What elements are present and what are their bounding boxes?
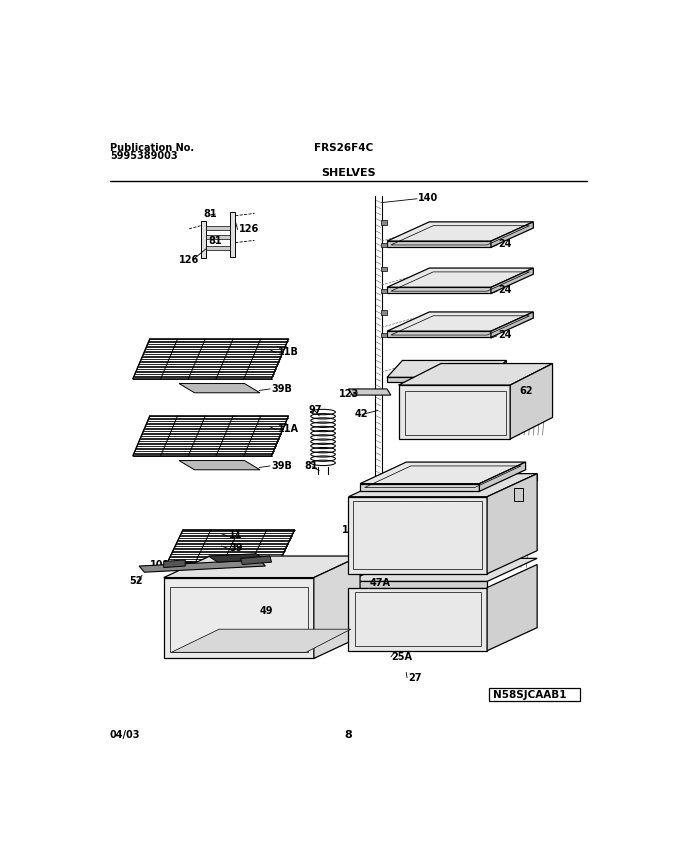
Polygon shape (479, 462, 526, 492)
Polygon shape (491, 222, 533, 247)
Polygon shape (491, 361, 507, 382)
Text: 62: 62 (520, 387, 533, 396)
Polygon shape (487, 564, 537, 651)
Polygon shape (398, 363, 553, 385)
Text: 39: 39 (229, 543, 243, 552)
Text: 11A: 11A (277, 424, 299, 434)
Polygon shape (387, 331, 491, 337)
Text: 47: 47 (456, 476, 470, 486)
Polygon shape (139, 560, 265, 572)
Text: 26: 26 (524, 497, 538, 506)
Polygon shape (348, 558, 537, 582)
Polygon shape (381, 243, 387, 247)
Text: 04/03: 04/03 (109, 730, 140, 740)
Text: 49: 49 (260, 606, 273, 616)
Text: FRS26F4C: FRS26F4C (314, 143, 373, 153)
Text: 42: 42 (355, 409, 368, 420)
Text: N58SJCAAB1: N58SJCAAB1 (493, 690, 566, 701)
Text: Publication No.: Publication No. (109, 143, 194, 153)
Polygon shape (398, 473, 537, 479)
Text: 25: 25 (478, 489, 492, 499)
Text: 51: 51 (235, 558, 248, 569)
Text: 126: 126 (179, 255, 199, 264)
Text: 24: 24 (498, 285, 512, 296)
Polygon shape (387, 312, 533, 331)
Polygon shape (314, 556, 360, 658)
Polygon shape (381, 266, 387, 271)
Polygon shape (387, 241, 491, 247)
Polygon shape (348, 389, 391, 395)
Polygon shape (381, 333, 387, 337)
Polygon shape (514, 487, 524, 501)
Text: 97: 97 (309, 406, 322, 415)
Polygon shape (206, 225, 230, 230)
Polygon shape (348, 497, 487, 574)
Polygon shape (348, 473, 537, 497)
Text: 5995389003: 5995389003 (109, 152, 177, 161)
Polygon shape (398, 385, 510, 439)
Text: 52: 52 (129, 577, 143, 586)
Polygon shape (381, 310, 387, 315)
Text: 26A: 26A (503, 483, 524, 492)
Text: 140: 140 (418, 193, 438, 203)
Polygon shape (206, 235, 230, 238)
Polygon shape (164, 577, 314, 658)
Bar (490, 688, 580, 701)
Polygon shape (206, 245, 230, 250)
Polygon shape (387, 222, 533, 241)
Polygon shape (133, 339, 288, 379)
Text: 24: 24 (498, 239, 512, 249)
Polygon shape (387, 287, 491, 293)
Polygon shape (381, 289, 387, 293)
Text: 25A: 25A (391, 652, 412, 662)
Polygon shape (360, 462, 526, 484)
Text: 11: 11 (229, 531, 243, 540)
Polygon shape (387, 377, 491, 382)
Polygon shape (179, 460, 260, 470)
Polygon shape (133, 416, 288, 456)
Polygon shape (348, 588, 487, 651)
Text: 81: 81 (208, 236, 222, 246)
Text: 11B: 11B (277, 347, 299, 357)
Polygon shape (387, 361, 507, 377)
Text: 39B: 39B (271, 461, 292, 471)
Text: 101: 101 (268, 572, 288, 583)
Text: 81: 81 (305, 461, 318, 471)
Polygon shape (487, 473, 537, 574)
Text: 47A: 47A (370, 578, 391, 588)
Text: 100: 100 (342, 525, 362, 535)
Polygon shape (164, 556, 360, 577)
Text: 8: 8 (345, 730, 352, 740)
Text: 42: 42 (479, 375, 493, 385)
Polygon shape (201, 221, 206, 258)
Polygon shape (241, 556, 271, 564)
Text: 39B: 39B (271, 384, 292, 394)
Polygon shape (171, 629, 351, 652)
Polygon shape (230, 212, 235, 257)
Polygon shape (167, 530, 294, 562)
Text: 123: 123 (339, 389, 360, 400)
Text: 27: 27 (409, 673, 422, 682)
Text: 24: 24 (498, 330, 512, 340)
Polygon shape (510, 363, 553, 439)
Polygon shape (179, 383, 260, 393)
Polygon shape (348, 582, 487, 588)
Polygon shape (491, 268, 533, 293)
Text: 126: 126 (239, 224, 259, 234)
Polygon shape (491, 312, 533, 337)
Polygon shape (164, 560, 185, 568)
Polygon shape (387, 268, 533, 287)
Polygon shape (360, 484, 479, 492)
Polygon shape (208, 554, 265, 562)
Text: 101: 101 (150, 559, 170, 570)
Text: SHELVES: SHELVES (321, 168, 376, 179)
Text: 81: 81 (204, 209, 218, 219)
Polygon shape (381, 220, 387, 225)
